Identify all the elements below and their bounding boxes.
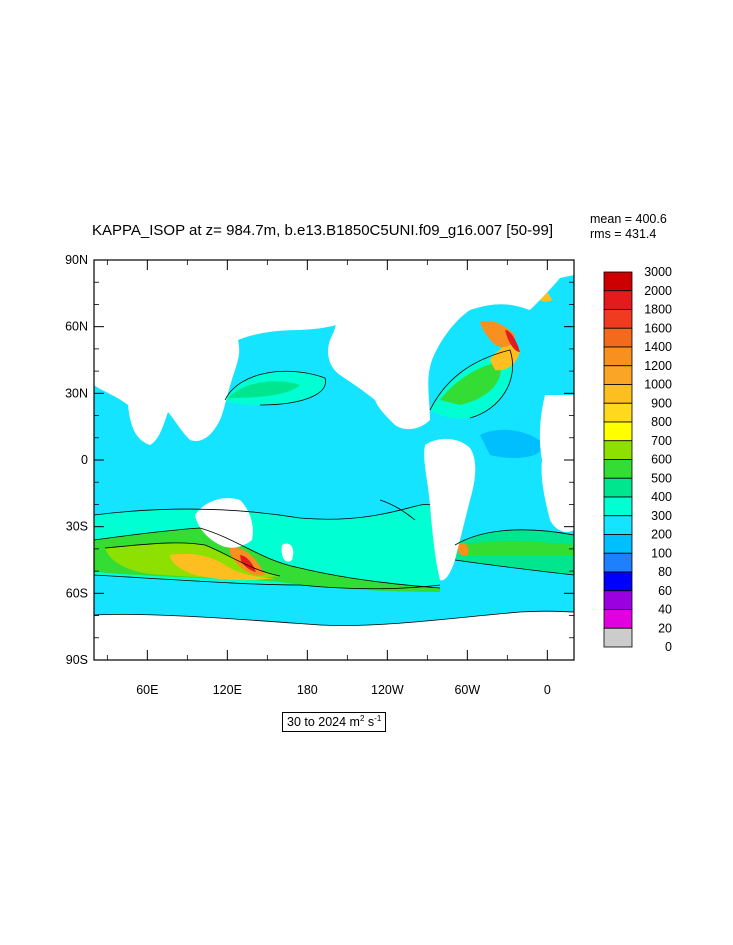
range-unit-mid: s: [364, 715, 375, 730]
colorbar-label: 200: [651, 528, 672, 542]
land-north-america: [300, 260, 574, 430]
colorbar-label: 700: [651, 434, 672, 448]
lon-label: 120W: [371, 683, 404, 697]
colorbar-box: [603, 421, 633, 442]
lon-label: 120E: [213, 683, 242, 697]
lon-axis-labels: 60E 120E 180 120W 60W 0: [136, 683, 551, 697]
colorbar-box: [603, 327, 633, 348]
colorbar-box: [603, 496, 633, 517]
colorbar-box: [603, 459, 633, 479]
colorbar-label: 1800: [644, 303, 672, 317]
tasman-red-core: [240, 555, 256, 572]
colorbar-label: 2000: [644, 284, 672, 298]
labrador-red-core: [505, 330, 520, 352]
colorbar-label: 400: [651, 490, 672, 504]
colorbar-box: [603, 309, 633, 329]
colorbar-label: 1600: [644, 321, 672, 335]
colorbar-label: 0: [665, 640, 672, 654]
map-field: [94, 260, 574, 660]
colorbar-box: [603, 384, 633, 404]
colorbar-box: [603, 271, 633, 292]
gulf-stream-green: [440, 362, 501, 405]
agulhas-green-band: [460, 541, 574, 555]
land-eurasia-africa: [94, 260, 365, 445]
colorbar-box: [603, 440, 633, 460]
colorbar-label: 40: [658, 603, 672, 617]
colorbar-box: [603, 534, 633, 554]
rms-stat: rms = 431.4: [590, 227, 657, 241]
colorbar-label: 600: [651, 453, 672, 467]
colorbar-label: 1000: [644, 378, 672, 392]
lon-label: 180: [297, 683, 318, 697]
contour-lines: [94, 349, 574, 626]
land-antarctica: [94, 611, 574, 660]
lat-label: 0: [81, 453, 88, 467]
range-label: 30 to 2024 m2 s-1: [282, 712, 387, 733]
land-africa: [539, 395, 574, 532]
kuroshio-green: [228, 381, 300, 398]
colorbar-box: [603, 590, 633, 610]
colorbar-label: 300: [651, 509, 672, 523]
range-unit-exp1: 2: [359, 714, 365, 723]
colorbar-label: 500: [651, 471, 672, 485]
lon-label: 60E: [136, 683, 158, 697]
colorbar-box: [603, 627, 633, 648]
colorbar-label: 80: [658, 565, 672, 579]
stats-block: mean = 400.6 rms = 431.4: [590, 212, 667, 242]
lat-label: 90S: [66, 653, 88, 667]
range-unit-exp2: -1: [374, 714, 382, 723]
land-greenland: [430, 262, 540, 300]
range-text: 30 to 2024 m: [287, 715, 360, 730]
lat-axis-labels: 90N 60N 30N 0 30S 60S 90S: [65, 253, 88, 667]
colorbar-box: [603, 290, 633, 310]
land-arctic-rim: [94, 260, 574, 271]
land-new-zealand: [281, 543, 294, 562]
acc-yellow-core: [170, 553, 275, 581]
colorbar-label: 60: [658, 584, 672, 598]
colorbar-label: 1400: [644, 340, 672, 354]
brazil-malvinas-core: [457, 543, 469, 556]
colorbar-label: 20: [658, 621, 672, 635]
chart-title: KAPPA_ISOP at z= 984.7m, b.e13.B1850C5UN…: [92, 222, 554, 239]
labrador-orange-core: [480, 320, 515, 347]
colorbar-label: 3000: [644, 265, 672, 279]
equatorial-dark-patch: [480, 429, 545, 458]
colorbar-box: [603, 571, 633, 592]
lat-label: 60S: [66, 586, 88, 600]
colorbar-label: 900: [651, 396, 672, 410]
lon-label: 0: [544, 683, 551, 697]
colorbar-label: 1200: [644, 359, 672, 373]
mean-stat: mean = 400.6: [590, 212, 667, 226]
colorbar-box: [603, 346, 633, 367]
colorbar-box: [603, 552, 633, 573]
colorbar: 3000200018001600140012001000900800700600…: [603, 265, 672, 654]
colorbar-label: 800: [651, 415, 672, 429]
colorbar-box: [603, 515, 633, 535]
colorbar-box: [603, 402, 633, 423]
lat-label: 90N: [65, 253, 88, 267]
lat-label: 30N: [65, 386, 88, 400]
land-south-america: [424, 438, 476, 581]
lon-label: 60W: [454, 683, 480, 697]
lat-label: 30S: [66, 520, 88, 534]
colorbar-box: [603, 609, 633, 629]
axis-ticks: [94, 259, 574, 661]
lat-label: 60N: [65, 320, 88, 334]
colorbar-box: [603, 477, 633, 498]
colorbar-label: 100: [651, 546, 672, 560]
colorbar-box: [603, 365, 633, 385]
